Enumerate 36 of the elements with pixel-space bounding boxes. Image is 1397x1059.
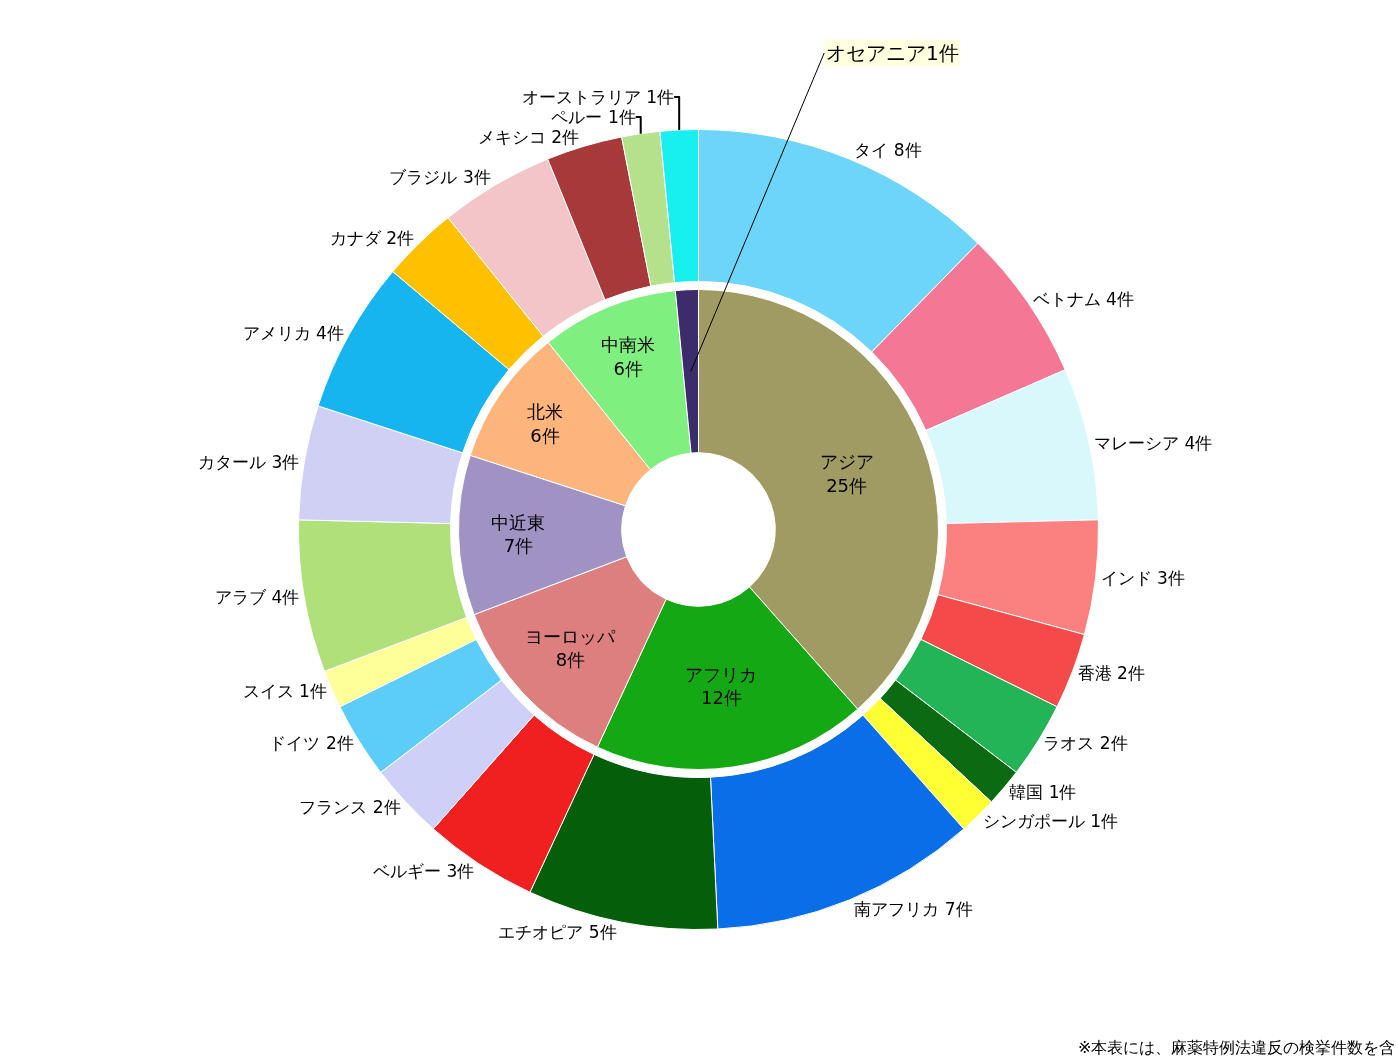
slice-label: ベトナム 4件 bbox=[1032, 289, 1134, 310]
slice-label: アジア bbox=[819, 451, 874, 473]
slice-label: ベルギー 3件 bbox=[373, 861, 475, 882]
slice-label: 中南米 bbox=[601, 334, 656, 356]
slice-label: メキシコ 2件 bbox=[477, 127, 580, 148]
data-label: 8件 bbox=[555, 649, 586, 671]
slice-label: 中近東 bbox=[491, 511, 546, 533]
slice-label: カナダ 2件 bbox=[329, 228, 415, 249]
slice-label: スイス 1件 bbox=[242, 680, 327, 701]
slice-label: ドイツ 2件 bbox=[269, 733, 354, 754]
slice-label: アラブ 4件 bbox=[214, 587, 300, 608]
slice-label: インド 3件 bbox=[1100, 567, 1185, 588]
slice-label: エチオピア 5件 bbox=[498, 921, 617, 942]
slice-label: アフリカ bbox=[685, 664, 758, 686]
data-label: 6件 bbox=[613, 357, 643, 379]
text: ※本表には、麻薬特例法違反の検挙件数を含 bbox=[1078, 1038, 1396, 1057]
slice-label: 南アフリカ 7件 bbox=[854, 898, 973, 919]
slice-label: オーストラリア 1件 bbox=[521, 87, 675, 108]
slice-label: 香港 2件 bbox=[1077, 662, 1145, 683]
data-label: 6件 bbox=[530, 424, 560, 446]
slice-label: ブラジル 3件 bbox=[389, 167, 491, 188]
data-label: 12件 bbox=[700, 687, 742, 709]
slice-label: フランス 2件 bbox=[299, 796, 401, 817]
slice-label: 北米 bbox=[526, 401, 563, 423]
data-label: 25件 bbox=[826, 474, 868, 496]
slice-label: 韓国 1件 bbox=[1009, 781, 1077, 802]
slice-label: アメリカ 4件 bbox=[242, 322, 344, 343]
slice-label: オセアニア1件 bbox=[826, 41, 959, 65]
slice-label: ラオス 2件 bbox=[1043, 733, 1128, 754]
slice-label: マレーシア 4件 bbox=[1094, 432, 1213, 453]
slice-label: タイ 8件 bbox=[854, 140, 922, 161]
data-label: 7件 bbox=[503, 535, 534, 557]
slice-label: シンガポール 1件 bbox=[982, 810, 1119, 831]
slice-label: ヨーロッパ bbox=[525, 625, 617, 647]
slice-label: ペルー 1件 bbox=[551, 107, 636, 128]
slice-label: カタール 3件 bbox=[197, 451, 300, 472]
